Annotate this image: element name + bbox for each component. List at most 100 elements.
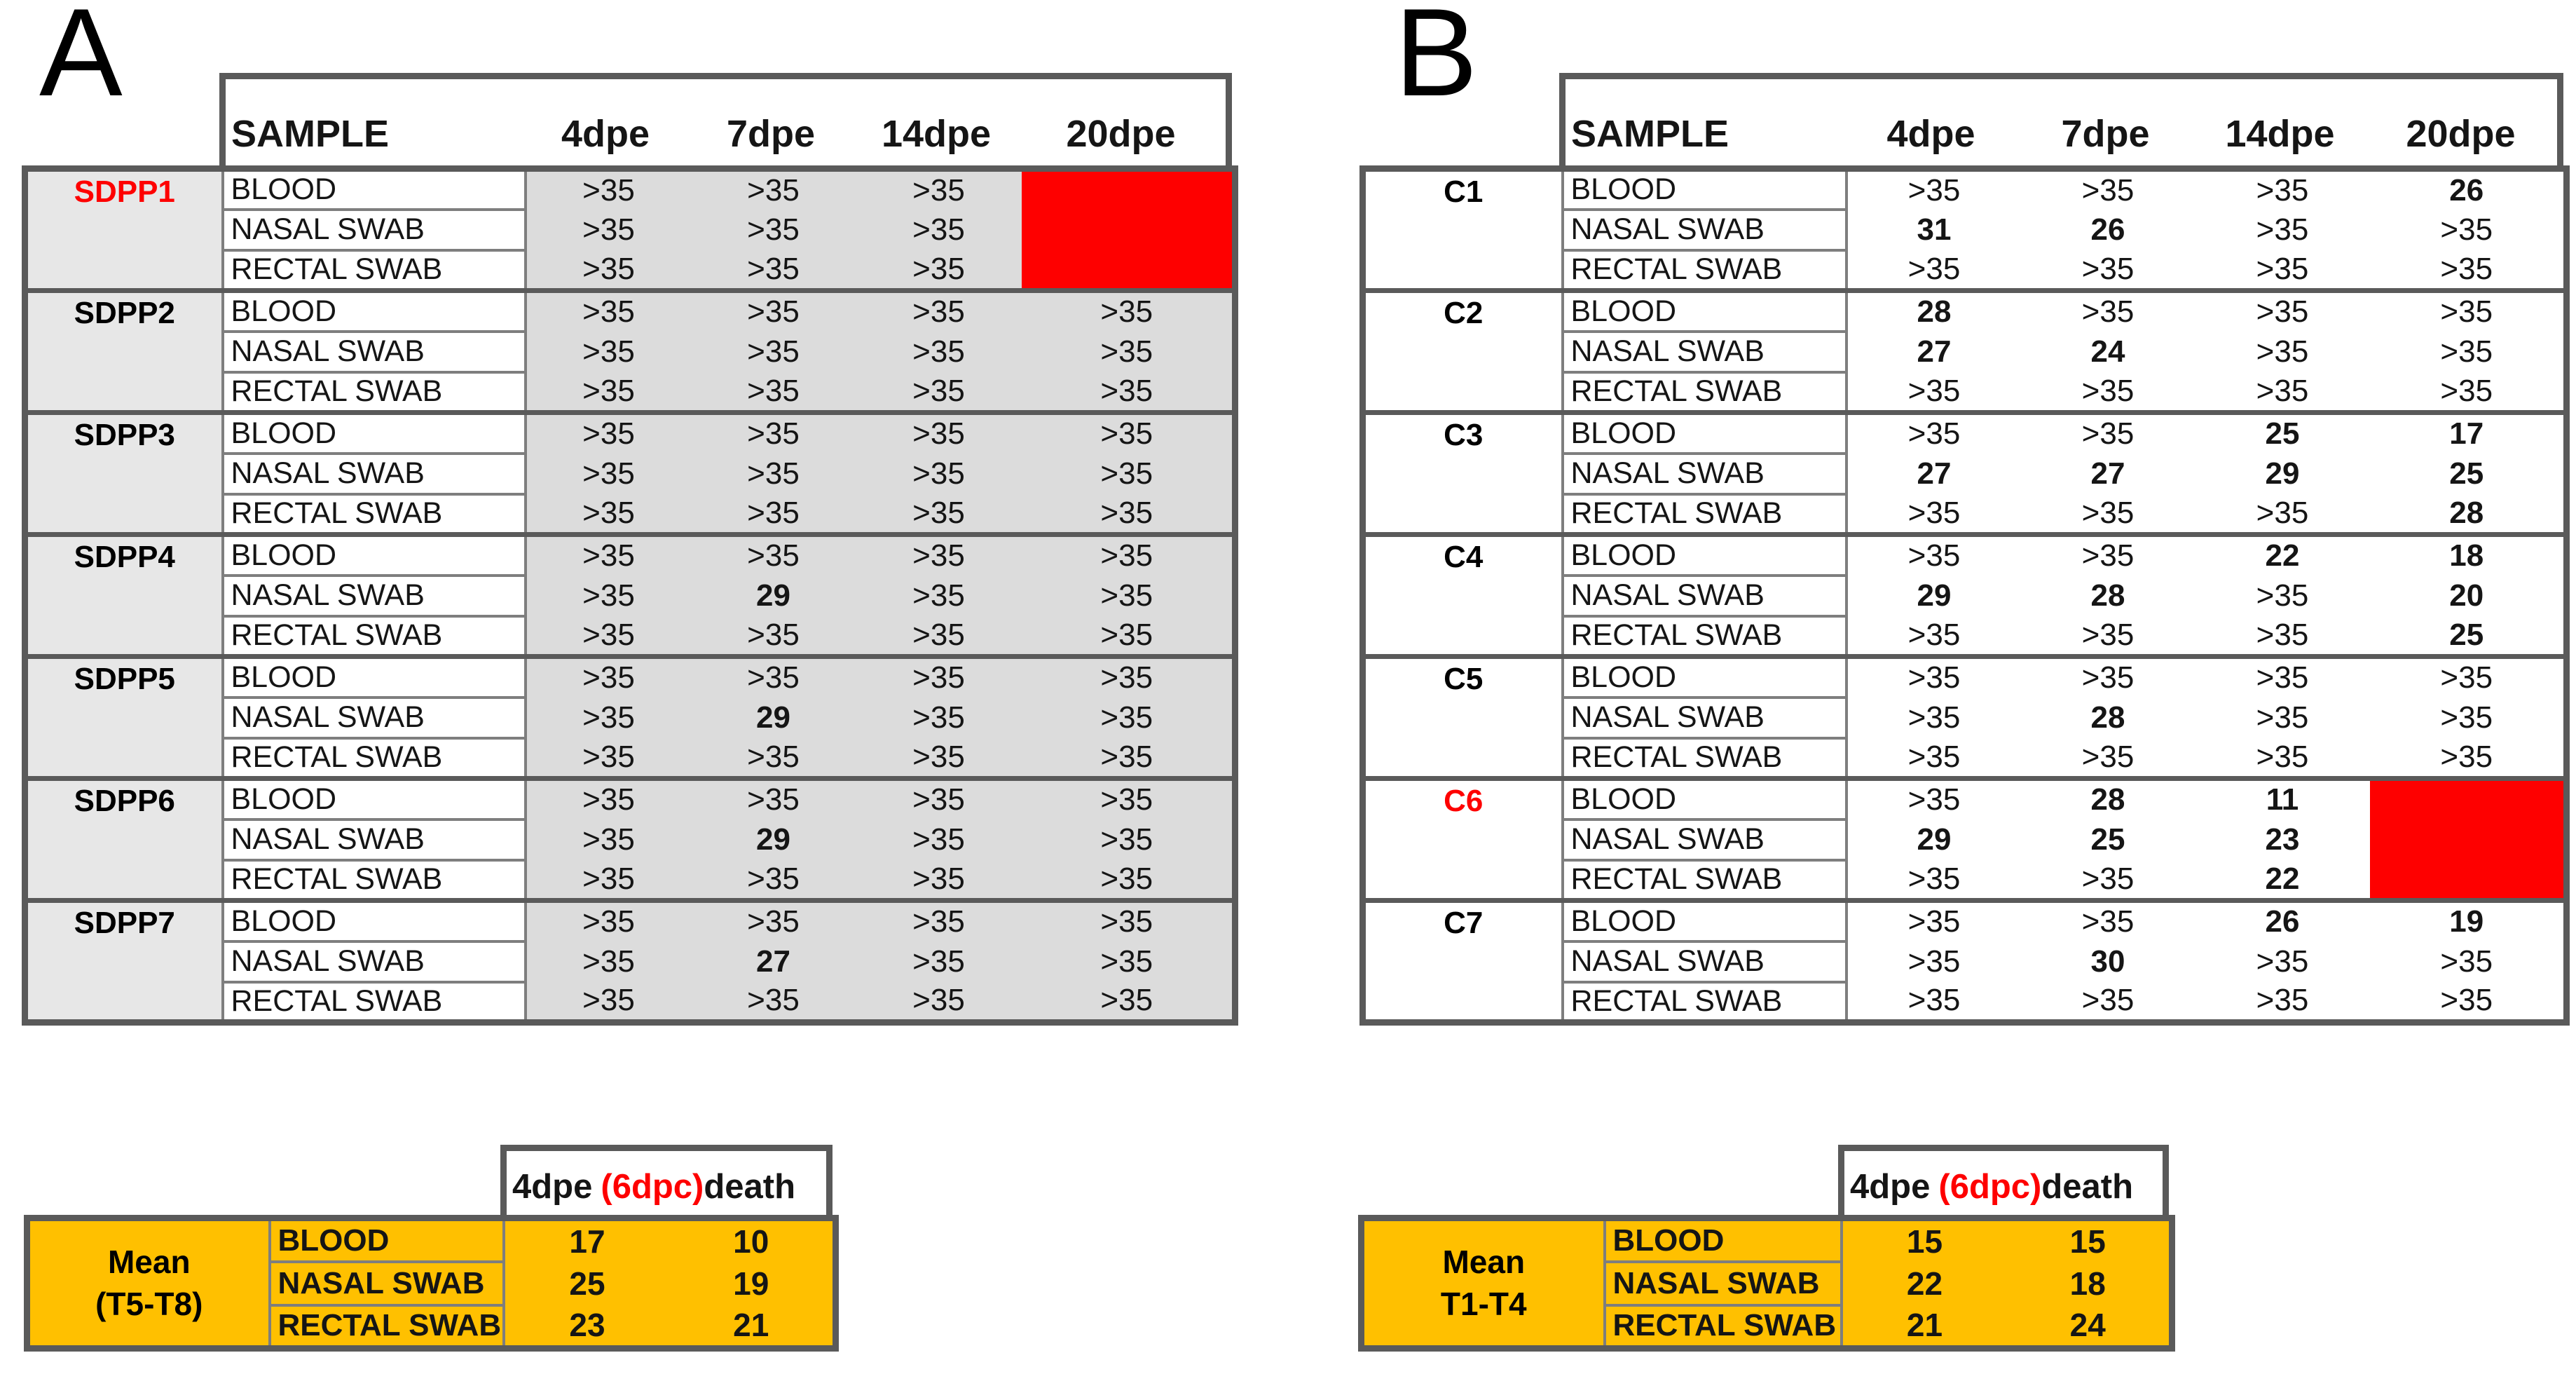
ct-value-cell: >35 <box>690 209 856 250</box>
ct-value-cell: >35 <box>525 898 691 941</box>
ct-value-cell: 22 <box>2195 532 2370 576</box>
death-red-cell <box>2369 776 2567 901</box>
ct-value-cell: >35 <box>2195 331 2370 372</box>
ct-value-cell: >35 <box>690 453 856 494</box>
table-row: NASAL SWAB 27 24 >35 >35 <box>1363 329 2567 374</box>
ct-value-cell: >35 <box>2195 697 2370 738</box>
ct-value-cell: >35 <box>690 532 856 576</box>
ct-value-cell: >35 <box>856 575 1022 616</box>
ct-value-cell: >35 <box>1846 372 2021 413</box>
ct-value-cell: 25 <box>2020 819 2195 860</box>
sample-id-cell: SDPP5 <box>25 654 224 779</box>
ct-value-cell: 27 <box>1846 331 2021 372</box>
ct-value-cell: >35 <box>525 819 691 860</box>
ct-value-cell: >35 <box>2020 981 2195 1023</box>
ct-value-cell: 29 <box>1846 819 2021 860</box>
ct-value-cell: 31 <box>1846 209 2021 250</box>
sample-id-cell: SDPP1 <box>25 166 224 291</box>
ct-value-cell: >35 <box>525 859 691 901</box>
column-header-sample: SAMPLE <box>1571 113 1729 155</box>
ct-value-cell: >35 <box>1846 898 2021 941</box>
ct-value-cell: 18 <box>2369 532 2567 576</box>
panel-label-a: A <box>39 0 123 122</box>
table-row: NASAL SWAB 29 28 >35 20 <box>1363 573 2567 618</box>
summary-label-line: T1-T4 <box>1440 1285 1527 1322</box>
ct-value-cell: >35 <box>1846 532 2021 576</box>
table-row: SDPP6 BLOOD >35 >35 >35 >35 <box>25 776 1235 901</box>
main-table-header-a: SAMPLE 4dpe 7dpe 14dpe 20dpe <box>219 73 1232 165</box>
sample-id-cell: SDPP4 <box>25 532 224 657</box>
sample-id-cell: C5 <box>1362 654 1564 779</box>
sample-type-cell: NASAL SWAB <box>221 329 527 374</box>
ct-value-cell: >35 <box>1846 494 2021 535</box>
ct-value-cell: >35 <box>1021 615 1235 657</box>
ct-value-cell: >35 <box>2195 981 2370 1023</box>
ct-value-cell: >35 <box>2020 859 2195 901</box>
ct-value-cell: >35 <box>1846 250 2021 291</box>
sample-type-cell: BLOOD <box>1561 654 1848 699</box>
summary-header-dpc: (6dpc) <box>1938 1168 2042 1206</box>
summary-label-line: (T5-T8) <box>95 1285 203 1322</box>
ct-value-cell: >35 <box>1021 737 1235 779</box>
ct-value-cell: >35 <box>525 494 691 535</box>
sample-type-cell: BLOOD <box>221 532 527 577</box>
ct-value-cell: >35 <box>2369 209 2567 250</box>
ct-value-cell: 28 <box>2020 575 2195 616</box>
ct-value-cell: 28 <box>2020 697 2195 738</box>
table-row: RECTAL SWAB >35 >35 >35 >35 <box>1363 736 2567 780</box>
ct-value-cell: >35 <box>525 575 691 616</box>
summary-value-cell: 22 <box>1841 1261 2007 1305</box>
ct-value-cell: 26 <box>2369 166 2567 210</box>
ct-value-cell: >35 <box>525 209 691 250</box>
ct-value-cell: >35 <box>856 532 1022 576</box>
table-row: RECTAL SWAB >35 >35 >35 >35 <box>1363 980 2567 1024</box>
table-row: NASAL SWAB >35 30 >35 >35 <box>1363 939 2567 984</box>
ct-value-cell: >35 <box>1846 859 2021 901</box>
ct-value-cell: >35 <box>2020 898 2195 941</box>
ct-value-cell: >35 <box>525 166 691 210</box>
sample-type-cell: NASAL SWAB <box>1561 208 1848 252</box>
summary-value-cell: 18 <box>2006 1261 2172 1305</box>
ct-value-cell: 20 <box>2369 575 2567 616</box>
ct-value-cell: >35 <box>856 372 1022 413</box>
ct-value-cell: >35 <box>1846 615 2021 657</box>
sample-id-cell: SDPP2 <box>25 288 224 413</box>
summary-sample-cell: BLOOD <box>1603 1216 1843 1263</box>
table-row: RECTAL SWAB >35 >35 >35 >35 <box>25 614 1235 658</box>
ct-value-cell: >35 <box>690 331 856 372</box>
sample-type-cell: RECTAL SWAB <box>1561 248 1848 292</box>
ct-value-cell: >35 <box>1021 575 1235 616</box>
summary-header-time: 4dpe (6dpc) <box>1850 1168 2042 1206</box>
ct-value-cell: 30 <box>2020 941 2195 982</box>
column-header-sample: SAMPLE <box>231 113 390 155</box>
ct-value-cell: >35 <box>2195 209 2370 250</box>
ct-value-cell: >35 <box>1021 410 1235 454</box>
ct-value-cell: >35 <box>2195 288 2370 332</box>
ct-value-cell: >35 <box>1021 941 1235 982</box>
ct-value-cell: >35 <box>525 410 691 454</box>
ct-value-cell: >35 <box>856 941 1022 982</box>
sample-id-cell: C4 <box>1362 532 1564 657</box>
ct-value-cell: 29 <box>690 575 856 616</box>
ct-value-cell: >35 <box>1846 697 2021 738</box>
ct-value-cell: >35 <box>690 654 856 698</box>
table-row: RECTAL SWAB >35 >35 >35 >35 <box>25 980 1235 1024</box>
ct-value-cell: >35 <box>690 250 856 291</box>
table-row: NASAL SWAB >35 27 >35 >35 <box>25 939 1235 984</box>
ct-value-cell: >35 <box>2369 697 2567 738</box>
sample-id-cell: C6 <box>1362 776 1564 901</box>
ct-value-cell: >35 <box>525 654 691 698</box>
summary-sample-cell: NASAL SWAB <box>268 1260 505 1307</box>
ct-value-cell: >35 <box>1021 453 1235 494</box>
mean-table-a: Mean (T5-T8) BLOOD 17 10 NASAL SWAB 25 19 RECTAL… <box>24 1215 839 1352</box>
column-header-14dpe: 14dpe <box>881 113 992 155</box>
ct-value-cell: 29 <box>1846 575 2021 616</box>
summary-row: Mean T1-T4 BLOOD 15 15 <box>1361 1216 2172 1349</box>
ct-value-cell: 25 <box>2369 615 2567 657</box>
column-header-20dpe: 20dpe <box>2406 113 2516 155</box>
column-header-4dpe: 4dpe <box>1886 113 1975 155</box>
ct-value-cell: >35 <box>856 776 1022 819</box>
ct-value-cell: >35 <box>856 250 1022 291</box>
sample-type-cell: RECTAL SWAB <box>1561 736 1848 780</box>
